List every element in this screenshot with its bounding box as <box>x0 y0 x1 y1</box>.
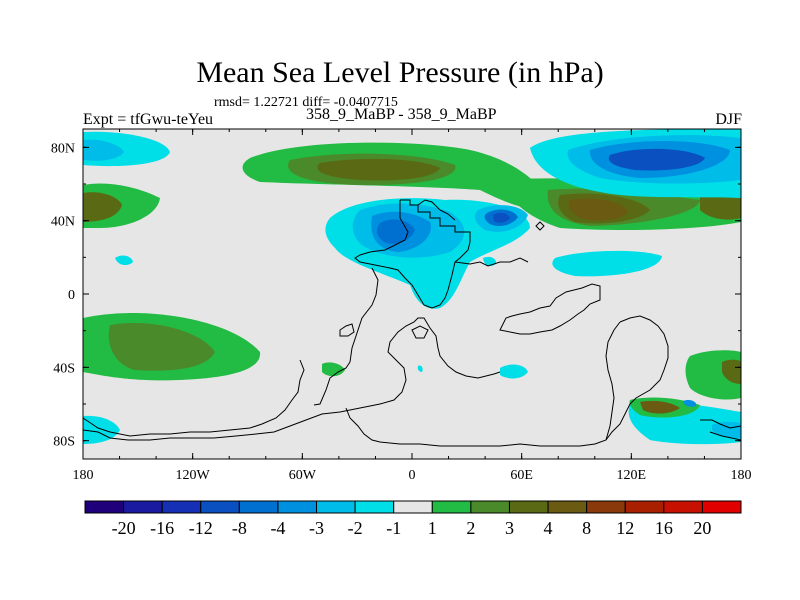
rmsd-stats: rmsd= 1.22721 diff= -0.0407715 <box>214 95 398 110</box>
coastline-segment <box>411 325 429 339</box>
axes: 180 120W 60W 0 60E 120E 180 80N 40N 0 40S 80S <box>51 129 752 483</box>
chart-title: Mean Sea Level Pressure (in hPa) <box>196 56 604 89</box>
colorbar-swatch <box>316 500 356 514</box>
coastline-segment <box>535 221 545 231</box>
colorbar-swatch <box>277 500 318 514</box>
experiment-label: Expt = tfGwu-teYeu <box>83 111 214 128</box>
season-label: DJF <box>715 111 742 128</box>
field-antarctic-east-high-core <box>640 400 680 414</box>
field-antarctic-east-low-dot <box>683 399 697 407</box>
field-east-edge-high <box>700 194 741 220</box>
colorbar-label: -12 <box>189 518 213 538</box>
x-tick-label: 0 <box>409 468 416 483</box>
colorbar-label: 2 <box>466 518 475 538</box>
colorbar-swatch <box>161 500 202 514</box>
colorbar-label: -3 <box>309 518 324 538</box>
coastline-segment <box>345 315 669 447</box>
colorbar-label: -4 <box>270 518 285 538</box>
colorbar-label: 20 <box>693 518 711 538</box>
colorbar-swatch <box>431 500 472 514</box>
y-tick-label: 40S <box>53 361 75 376</box>
x-tick-label: 60W <box>289 468 317 483</box>
colorbar-swatch <box>238 500 279 514</box>
colorbar-label: 12 <box>616 518 634 538</box>
field-east-low-patch <box>552 250 662 277</box>
field-atlantic-low-dot <box>115 255 133 266</box>
colorbar: -20 -16 -12 -8 -4 -3 -2 -1 1 2 3 4 8 12 16 20 <box>84 500 742 538</box>
colorbar-swatch <box>586 500 626 514</box>
x-tick-label: 120E <box>617 468 647 483</box>
coastline-segment <box>354 199 471 309</box>
coastline-segment <box>417 199 456 221</box>
field-east-high-right-core <box>722 359 741 384</box>
comparison-label: 358_9_MaBP - 358_9_MaBP <box>306 106 497 123</box>
coastline-segment <box>313 267 379 406</box>
colorbar-label: 8 <box>582 518 591 538</box>
field-antarctic-west-low <box>83 415 120 444</box>
field-west-high-core <box>83 192 122 222</box>
field-middle-east-low-core <box>493 212 510 223</box>
coastline-segment <box>499 283 601 335</box>
field-africa-low-dot <box>417 365 423 372</box>
colorbar-label: -8 <box>232 518 247 538</box>
colorbar-label: -1 <box>386 518 401 538</box>
field-asian-high-core <box>568 198 628 221</box>
colorbar-label: 1 <box>428 518 437 538</box>
coastline-segment <box>709 431 741 441</box>
colorbar-label: 16 <box>655 518 673 538</box>
field-arctic-low-west-core <box>83 139 124 161</box>
colorbar-swatch <box>701 500 742 514</box>
field-sam-high-blob <box>322 362 345 377</box>
y-tick-label: 80S <box>53 435 75 450</box>
pressure-field <box>83 129 741 445</box>
colorbar-swatch <box>354 500 395 514</box>
coastline-segment <box>339 323 355 337</box>
coastline-segment <box>700 419 741 429</box>
colorbar-swatch <box>547 500 588 514</box>
y-tick-label: 80N <box>51 141 75 156</box>
colorbar-label: 3 <box>505 518 514 538</box>
field-antarctic-east-core <box>712 421 741 439</box>
colorbar-swatch <box>470 500 510 514</box>
field-siberian-low-core <box>608 148 705 171</box>
field-arctic-high-core <box>317 158 440 181</box>
x-tick-label: 60E <box>510 468 533 483</box>
coastline-segment <box>454 257 529 267</box>
field-africa-low <box>500 364 528 379</box>
x-tick-label: 120W <box>176 468 211 483</box>
coastline-segment <box>83 359 305 437</box>
colorbar-label: 4 <box>544 518 553 538</box>
colorbar-swatch <box>123 500 163 514</box>
colorbar-swatch <box>508 500 549 514</box>
field-southern-high-west-core <box>108 323 215 371</box>
y-tick-label: 0 <box>68 288 75 303</box>
x-tick-label: 180 <box>731 468 752 483</box>
y-tick-label: 40N <box>51 215 75 230</box>
colorbar-label: -20 <box>112 518 136 538</box>
colorbar-label: -16 <box>150 518 174 538</box>
coastline-segment <box>83 317 501 441</box>
colorbar-swatch <box>393 500 433 514</box>
x-tick-label: 180 <box>73 468 94 483</box>
paleo-coastlines <box>83 199 741 447</box>
colorbar-swatch <box>624 500 665 514</box>
field-asia-low-dot <box>483 256 497 266</box>
coastline-segment <box>605 321 621 441</box>
colorbar-swatch <box>84 500 125 514</box>
colorbar-swatch <box>663 500 703 514</box>
colorbar-label: -2 <box>348 518 363 538</box>
colorbar-swatch <box>200 500 240 514</box>
